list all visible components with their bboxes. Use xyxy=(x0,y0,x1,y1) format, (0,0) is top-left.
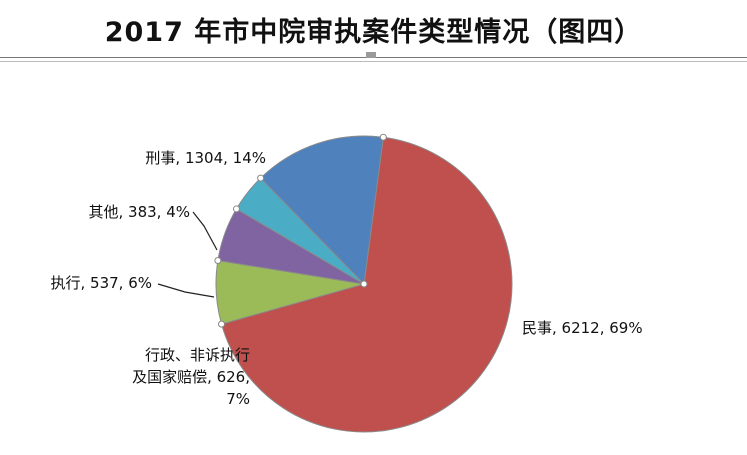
divider-marker xyxy=(366,52,376,58)
selection-handle[interactable] xyxy=(232,205,240,213)
selection-handle[interactable] xyxy=(257,174,265,182)
selection-handle[interactable] xyxy=(218,320,226,328)
pie-slice-xingshi xyxy=(259,135,384,286)
slice-label-qita: 其他, 383, 4% xyxy=(89,203,191,221)
slice-label-minshi: 民事, 6212, 69% xyxy=(522,319,643,337)
selection-handle[interactable] xyxy=(214,256,222,264)
leader-line-zhixing xyxy=(157,283,215,298)
slice-label-zhixing: 执行, 537, 6% xyxy=(51,274,153,292)
selection-handle[interactable] xyxy=(360,280,368,288)
selection-handle[interactable] xyxy=(379,133,387,141)
leader-line-qita xyxy=(192,211,218,251)
page-title: 2017 年市中院审执案件类型情况（图四） xyxy=(104,17,643,48)
slice-label-xingshi: 刑事, 1304, 14% xyxy=(145,149,266,167)
title-divider-lower xyxy=(0,61,747,62)
slice-label-xingzheng: 行政、非诉执行及国家赔偿, 626, 7% xyxy=(132,346,250,408)
